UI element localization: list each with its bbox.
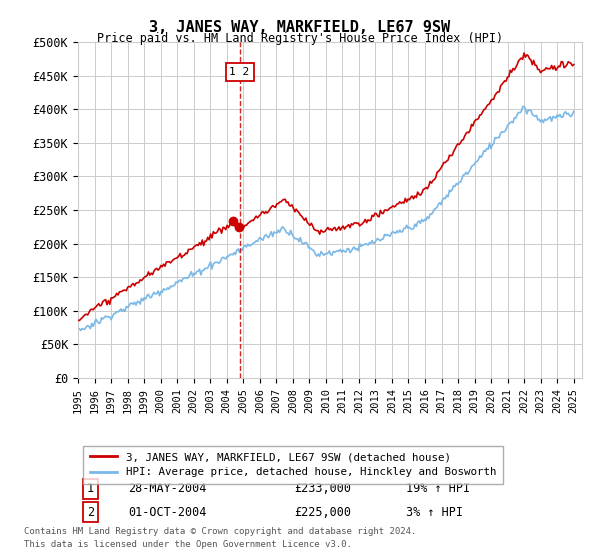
Text: 2: 2 [87, 506, 94, 519]
Text: 3, JANES WAY, MARKFIELD, LE67 9SW: 3, JANES WAY, MARKFIELD, LE67 9SW [149, 20, 451, 35]
Legend: 3, JANES WAY, MARKFIELD, LE67 9SW (detached house), HPI: Average price, detached: 3, JANES WAY, MARKFIELD, LE67 9SW (detac… [83, 446, 503, 484]
Text: 28-MAY-2004: 28-MAY-2004 [128, 482, 207, 496]
Text: Contains HM Land Registry data © Crown copyright and database right 2024.: Contains HM Land Registry data © Crown c… [24, 528, 416, 536]
Text: 01-OCT-2004: 01-OCT-2004 [128, 506, 207, 519]
Text: 1 2: 1 2 [229, 67, 250, 77]
Text: This data is licensed under the Open Government Licence v3.0.: This data is licensed under the Open Gov… [24, 540, 352, 549]
Text: 3% ↑ HPI: 3% ↑ HPI [406, 506, 463, 519]
Text: £233,000: £233,000 [295, 482, 352, 496]
Text: 19% ↑ HPI: 19% ↑ HPI [406, 482, 470, 496]
Text: Price paid vs. HM Land Registry's House Price Index (HPI): Price paid vs. HM Land Registry's House … [97, 32, 503, 45]
Text: £225,000: £225,000 [295, 506, 352, 519]
Text: 1: 1 [87, 482, 94, 496]
